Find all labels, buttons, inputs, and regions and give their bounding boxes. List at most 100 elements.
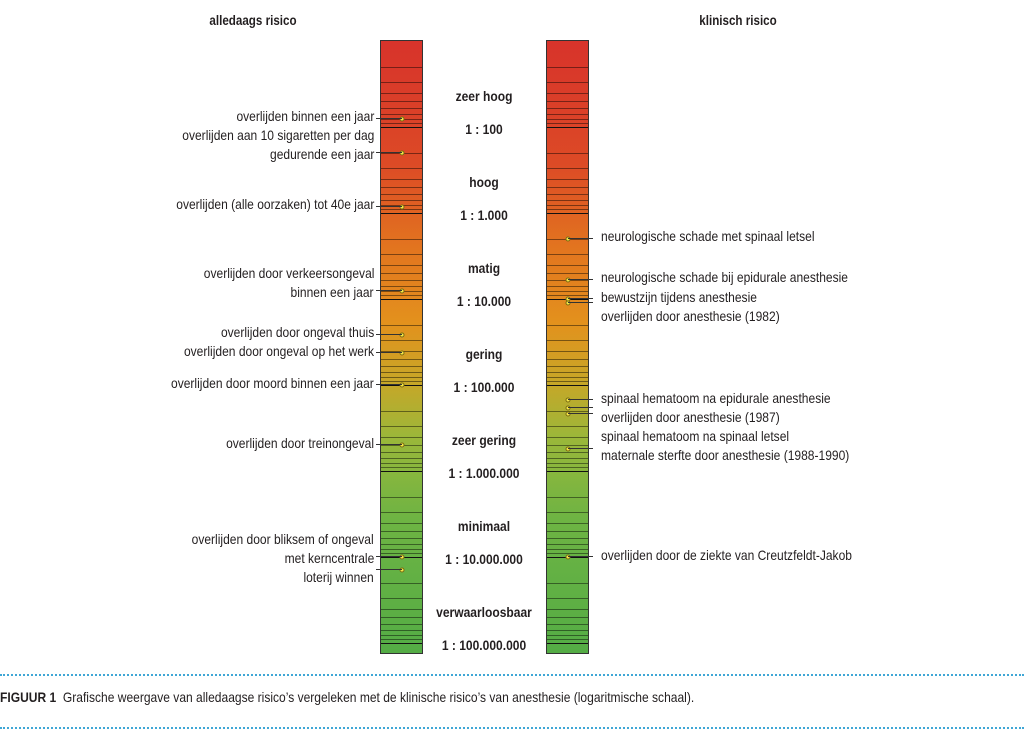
grid-line <box>547 178 588 180</box>
grid-line <box>381 193 422 195</box>
risk-leader-line <box>567 399 593 401</box>
grid-line <box>547 522 588 524</box>
risk-leader-line <box>567 237 593 239</box>
grid-line <box>381 426 422 428</box>
grid-line <box>547 639 588 641</box>
grid-line <box>547 254 588 256</box>
grid-line <box>381 178 422 180</box>
grid-line <box>547 340 588 342</box>
risk-marker <box>565 554 570 560</box>
grid-line <box>547 92 588 94</box>
risk-leader-line <box>376 556 402 557</box>
grid-line <box>381 457 422 459</box>
risk-leader-line <box>567 556 593 557</box>
grid-line <box>381 92 422 94</box>
decade-line <box>547 471 588 472</box>
grid-line <box>547 168 588 170</box>
grid-line <box>381 543 422 545</box>
risk-item-label: met kerncentrale <box>284 550 374 566</box>
grid-line <box>547 118 588 120</box>
grid-line <box>381 617 422 619</box>
risk-item-label: neurologische schade bij epidurale anest… <box>601 269 848 286</box>
divider-top <box>0 674 1024 676</box>
risk-item-label: overlijden door de ziekte van Creutzfeld… <box>601 546 852 563</box>
risk-level-label: matig <box>467 260 501 276</box>
grid-line <box>547 350 588 352</box>
grid-line <box>547 457 588 459</box>
risk-item-label: overlijden binnen een jaar <box>236 108 374 125</box>
grid-line <box>381 264 422 266</box>
risk-level-label: gering <box>465 346 503 362</box>
grid-line <box>547 66 588 68</box>
grid-line <box>547 548 588 550</box>
risk-marker <box>399 442 404 448</box>
grid-line <box>381 199 422 201</box>
risk-marker <box>399 116 404 122</box>
risk-marker <box>565 397 570 403</box>
risk-leader-line <box>567 278 593 280</box>
grid-line <box>381 522 422 524</box>
risk-ratio-label: 1 : 10.000 <box>456 293 512 309</box>
grid-line <box>381 238 422 240</box>
grid-line <box>547 376 588 378</box>
grid-line <box>381 410 422 412</box>
grid-line <box>547 426 588 428</box>
grid-line <box>547 107 588 109</box>
risk-item-label: overlijden door anesthesie (1982) <box>601 307 780 324</box>
grid-line <box>381 608 422 610</box>
decade-line <box>547 643 588 644</box>
grid-line <box>381 187 422 189</box>
grid-line <box>547 82 588 84</box>
clinical-risk-bar <box>546 40 589 654</box>
risk-marker <box>399 554 404 560</box>
risk-level-label: zeer hoog <box>455 88 513 104</box>
grid-line <box>547 451 588 453</box>
grid-line <box>381 639 422 641</box>
risk-level-label: verwaarloosbaar <box>436 604 532 620</box>
risk-item-label: neurologische schade met spinaal letsel <box>601 228 815 245</box>
caption-label: FIGUUR 1 <box>0 689 57 705</box>
grid-line <box>381 295 422 297</box>
risk-leader-line <box>376 384 402 385</box>
risk-leader-line <box>376 333 402 335</box>
risk-item-label: loterij winnen <box>303 569 374 585</box>
risk-ratio-label: 1 : 100.000 <box>453 379 515 395</box>
decade-line <box>381 127 422 128</box>
everyday-risk-bar <box>380 40 423 654</box>
grid-line <box>381 376 422 378</box>
risk-item-label: bewustzijn tijdens anesthesie <box>601 288 757 305</box>
grid-line <box>547 617 588 619</box>
grid-line <box>547 359 588 361</box>
grid-line <box>381 66 422 68</box>
grid-line <box>381 451 422 453</box>
risk-level-label: minimaal <box>457 518 511 534</box>
risk-level-label: zeer gering <box>451 432 517 448</box>
decade-line <box>547 213 588 214</box>
grid-line <box>547 264 588 266</box>
grid-line <box>547 371 588 373</box>
grid-line <box>547 467 588 469</box>
grid-line <box>547 623 588 625</box>
grid-line <box>547 113 588 115</box>
decade-line <box>547 127 588 128</box>
grid-line <box>381 623 422 625</box>
decade-line <box>547 385 588 386</box>
grid-line <box>381 168 422 170</box>
risk-item-label: overlijden (alle oorzaken) tot 40e jaar <box>175 196 374 213</box>
risk-item-label: overlijden door ongeval op het werk <box>183 343 374 360</box>
risk-item-label: overlijden door treinongeval <box>226 434 374 451</box>
grid-line <box>547 285 588 287</box>
risk-leader-line <box>376 205 402 207</box>
decade-line <box>381 299 422 300</box>
risk-item-label: overlijden door verkeersongeval <box>203 264 374 281</box>
decade-line <box>381 643 422 644</box>
risk-marker <box>399 150 404 156</box>
grid-line <box>381 123 422 125</box>
risk-item-label: spinaal hematoom na spinaal letsel <box>601 427 790 444</box>
grid-line <box>547 209 588 211</box>
risk-leader-line <box>567 301 593 303</box>
grid-line <box>381 101 422 103</box>
grid-line <box>381 82 422 84</box>
grid-line <box>547 543 588 545</box>
grid-line <box>547 410 588 412</box>
